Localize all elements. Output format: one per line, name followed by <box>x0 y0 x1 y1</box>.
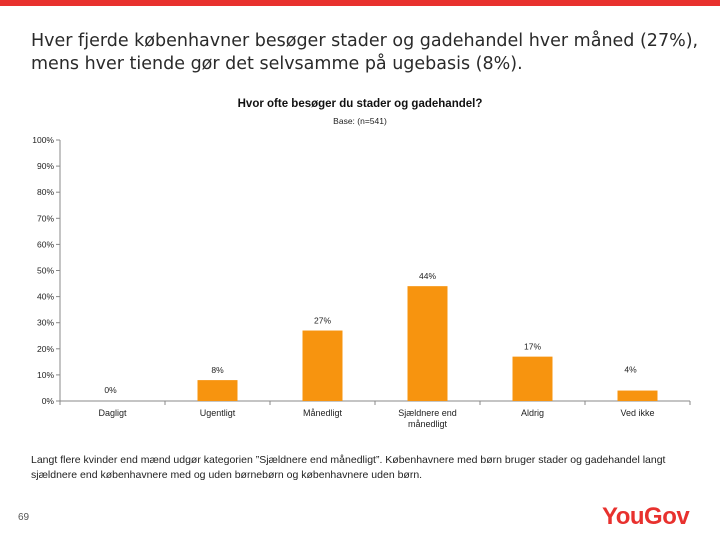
data-label: 4% <box>624 365 637 375</box>
y-tick-label: 0% <box>42 396 55 406</box>
y-tick-label: 50% <box>37 266 54 276</box>
footnote: Langt flere kvinder end mænd udgør kateg… <box>31 454 666 481</box>
top-accent-bar <box>0 0 720 6</box>
y-tick-label: 10% <box>37 370 54 380</box>
chart-subtitle: Base: (n=541) <box>333 116 387 126</box>
x-tick-label: Dagligt <box>98 408 127 418</box>
yougov-logo: YouGov <box>602 503 690 530</box>
y-tick-label: 20% <box>37 344 54 354</box>
x-tick-label: Ugentligt <box>200 408 236 418</box>
chart-title: Hvor ofte besøger du stader og gadehande… <box>237 98 483 110</box>
x-tick-label: Månedligt <box>303 408 343 418</box>
y-tick-label: 30% <box>37 318 54 328</box>
bar <box>512 356 553 401</box>
data-label: 27% <box>314 316 331 326</box>
x-tick-label: månedligt <box>408 419 448 429</box>
y-tick-label: 100% <box>32 135 54 145</box>
data-label: 44% <box>419 271 436 281</box>
page-number: 69 <box>18 512 30 523</box>
data-label: 0% <box>104 385 117 395</box>
data-label: 8% <box>211 365 224 375</box>
y-tick-label: 90% <box>37 161 54 171</box>
y-tick-label: 70% <box>37 213 54 223</box>
x-tick-label: Sjældnere end <box>398 408 457 418</box>
y-tick-label: 60% <box>37 239 54 249</box>
bar <box>617 390 658 401</box>
x-tick-label: Aldrig <box>521 408 544 418</box>
x-tick-label: Ved ikke <box>620 408 654 418</box>
y-tick-label: 40% <box>37 292 54 302</box>
bar <box>302 330 343 401</box>
y-tick-label: 80% <box>37 187 54 197</box>
bar-chart: 0% 10% 20% 30% 40% 50% 60% 70% 80% 90% 100% 0% Dagli… <box>32 135 691 429</box>
bar <box>407 286 448 401</box>
data-label: 17% <box>524 342 541 352</box>
slide-title: Hver fjerde københavner besøger stader o… <box>31 31 699 74</box>
bar <box>197 380 238 401</box>
